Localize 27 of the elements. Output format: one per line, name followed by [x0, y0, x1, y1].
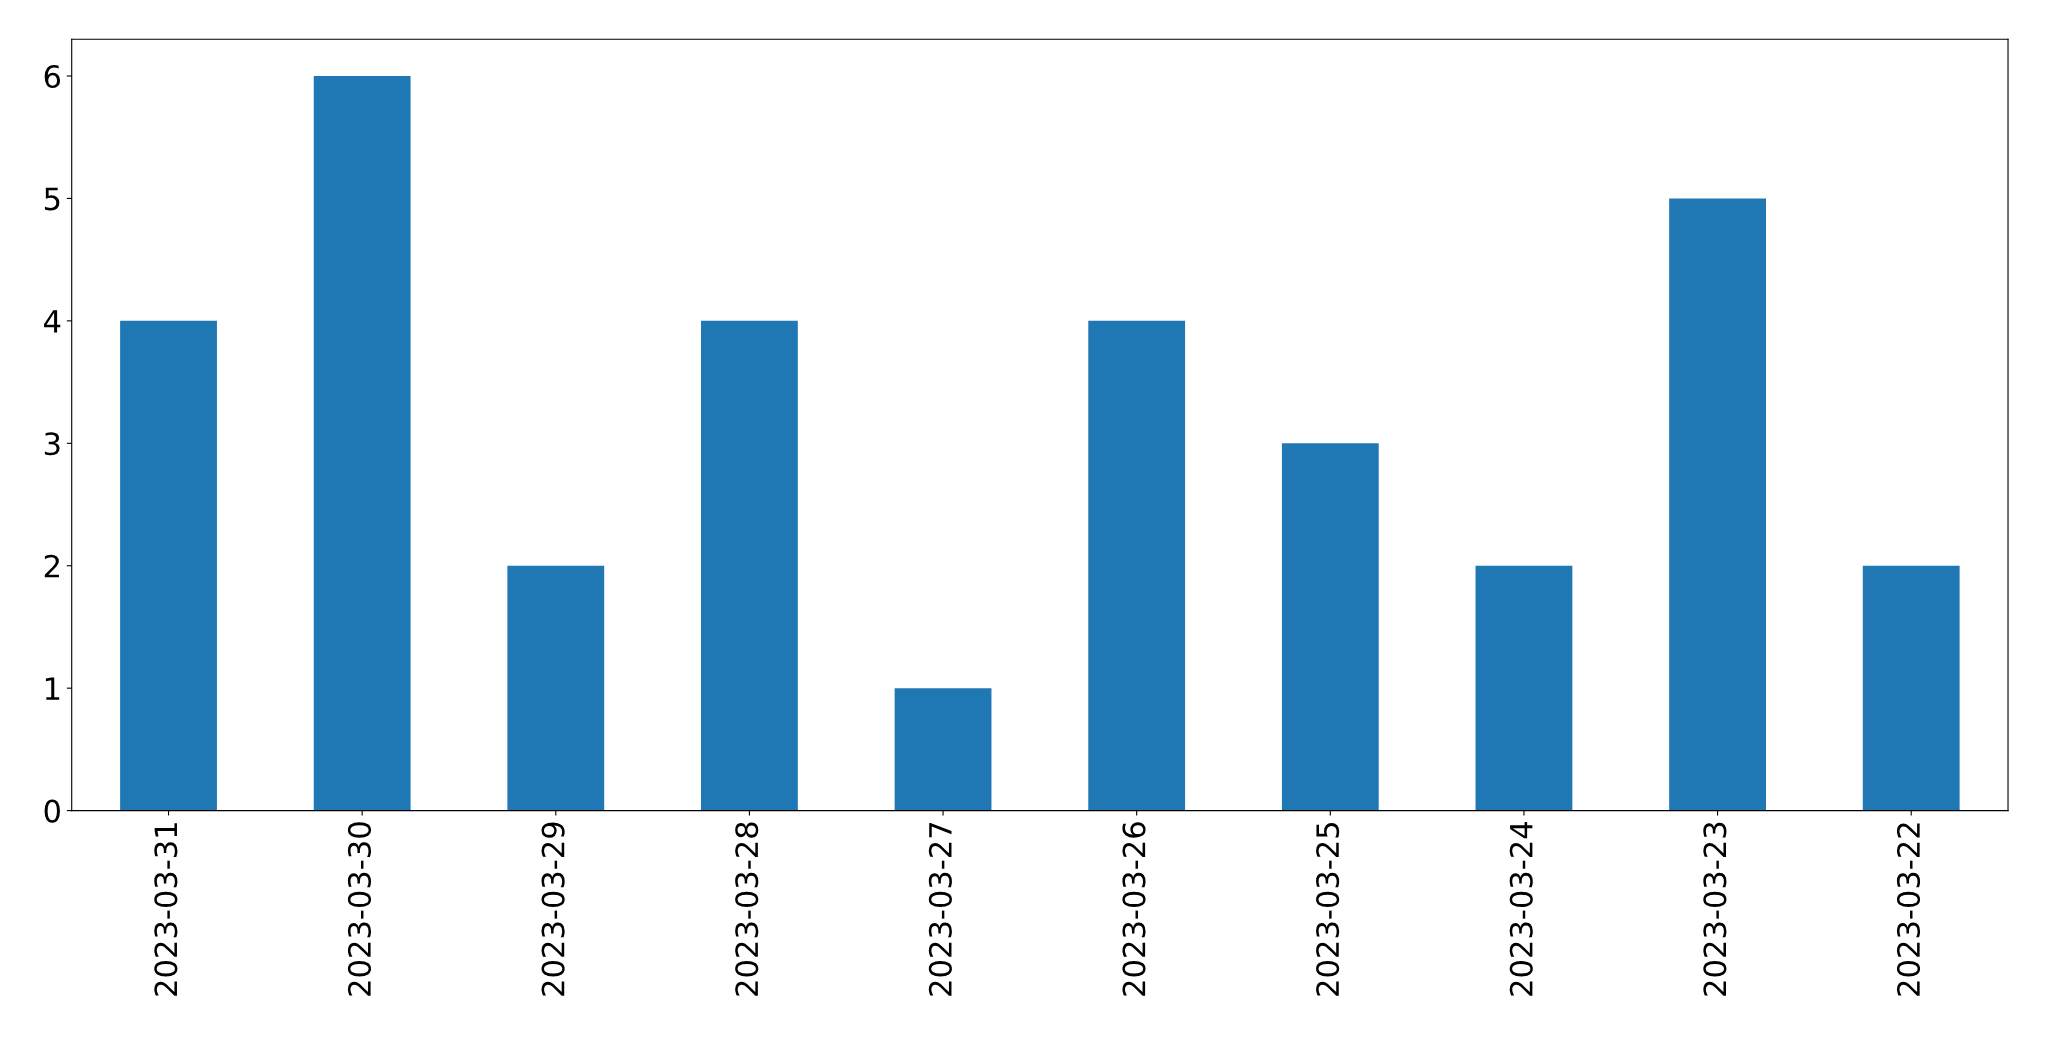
x-tick-label: 2023-03-31 — [154, 823, 178, 996]
y-tick-label: 1 — [45, 677, 60, 700]
x-tick-label: 2023-03-26 — [1122, 822, 1146, 996]
x-tick-label: 2023-03-23 — [1703, 822, 1727, 996]
bar — [701, 320, 798, 811]
y-tick-label: 6 — [44, 64, 61, 89]
y-tick-label: 3 — [44, 432, 60, 456]
bar — [313, 75, 411, 811]
x-tick-label: 2023-03-27 — [928, 822, 952, 996]
bar — [1669, 198, 1766, 811]
x-tick-label: 2023-03-24 — [1509, 822, 1533, 996]
bar — [1862, 565, 1960, 811]
bar — [894, 688, 992, 811]
x-tick-label: 2023-03-30 — [347, 822, 372, 996]
y-tick-label: 4 — [44, 310, 61, 333]
bar — [507, 565, 605, 811]
bar — [1475, 565, 1573, 811]
bar — [120, 320, 217, 811]
x-tick-label: 2023-03-28 — [735, 822, 759, 996]
y-tick-label: 0 — [44, 799, 60, 823]
y-tick-label: 2 — [44, 554, 59, 578]
bar — [1281, 443, 1379, 811]
y-tick-label: 5 — [44, 187, 60, 211]
x-tick-label: 2023-03-22 — [1896, 823, 1921, 996]
x-tick-label: 2023-03-29 — [541, 822, 565, 996]
x-tick-label: 2023-03-25 — [1316, 823, 1340, 996]
bar — [1088, 320, 1186, 811]
